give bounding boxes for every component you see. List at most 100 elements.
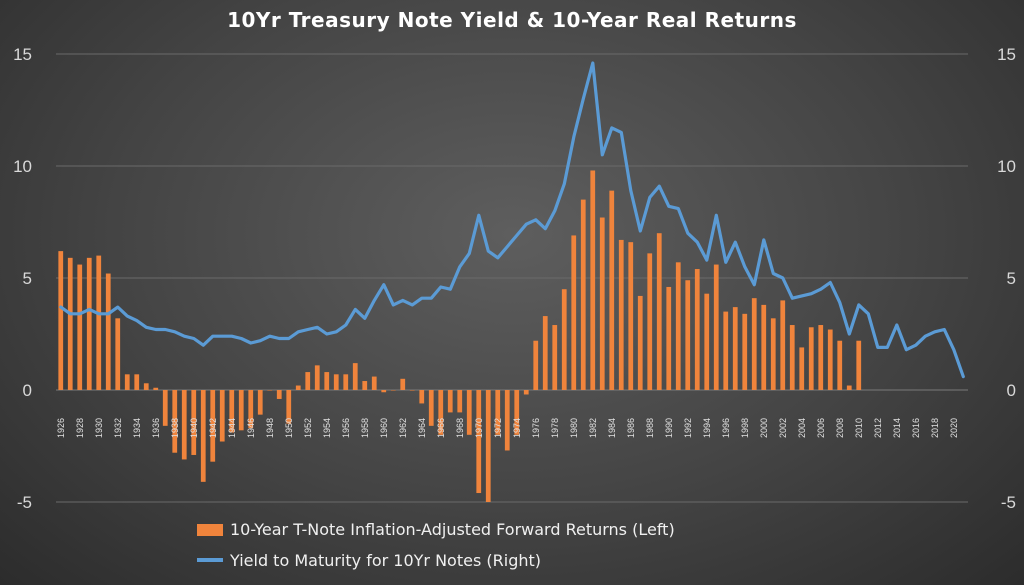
bar <box>514 390 520 435</box>
left-axis-tick-label: -5 <box>17 493 32 512</box>
x-axis-tick-label: 1976 <box>531 418 541 438</box>
x-axis-tick-label: 2016 <box>911 418 921 438</box>
bar <box>647 253 653 390</box>
x-axis-tick-label: 2018 <box>930 418 940 438</box>
x-axis-tick-label: 1984 <box>607 418 617 438</box>
bar <box>419 390 425 404</box>
right-axis-tick-label: 0 <box>1007 381 1016 400</box>
x-axis-tick-label: 2002 <box>778 418 788 438</box>
bar <box>732 307 738 390</box>
bar <box>257 390 263 415</box>
bar <box>143 383 149 390</box>
bar <box>637 295 643 390</box>
bar <box>181 390 187 460</box>
x-axis-tick-label: 2004 <box>797 418 807 438</box>
bar <box>77 264 83 390</box>
x-axis-tick-label: 2020 <box>949 418 959 438</box>
bar <box>704 293 710 390</box>
legend-label-bars: 10-Year T-Note Inflation-Adjusted Forwar… <box>230 520 675 539</box>
bar <box>571 235 577 390</box>
chart-title: 10Yr Treasury Note Yield & 10-Year Real … <box>227 8 797 32</box>
bar <box>542 316 548 390</box>
bar <box>561 289 567 390</box>
bar <box>124 374 130 390</box>
bar <box>333 374 339 390</box>
x-axis-tick-label: 1982 <box>588 418 598 438</box>
bar <box>286 390 292 424</box>
bar <box>352 363 358 390</box>
left-axis-tick-label: 5 <box>23 269 32 288</box>
x-axis-tick-label: 1978 <box>550 418 560 438</box>
bar <box>238 390 244 431</box>
bar <box>523 390 529 395</box>
x-axis-tick-label: 1994 <box>702 418 712 438</box>
x-axis-tick-label: 2006 <box>816 418 826 438</box>
x-axis-tick-label: 1972 <box>493 418 503 438</box>
bar <box>713 264 719 390</box>
bar <box>618 239 624 390</box>
x-axis-tick-label: 1962 <box>398 418 408 438</box>
x-axis-tick-label: 2000 <box>759 418 769 438</box>
x-axis-tick-label: 1960 <box>379 418 389 438</box>
x-axis-tick-label: 1964 <box>417 418 427 438</box>
bar <box>400 378 406 390</box>
bar <box>856 340 862 390</box>
x-axis-tick-label: 1942 <box>208 418 218 438</box>
bar <box>656 233 662 390</box>
x-axis-tick-label: 1992 <box>683 418 693 438</box>
x-axis-tick-label: 1934 <box>132 418 142 438</box>
bar <box>580 199 586 390</box>
x-axis-tick-label: 1938 <box>170 418 180 438</box>
bar <box>466 390 472 435</box>
x-axis-tick-labels: 1926 1928 1930 1932 1934 1936 1938 1940 1942 1944… <box>56 418 959 438</box>
x-axis-tick-label: 2010 <box>854 418 864 438</box>
line-series <box>59 61 965 379</box>
bar <box>666 286 672 390</box>
right-axis-tick-label: 15 <box>997 45 1016 64</box>
x-axis-tick-label: 1970 <box>474 418 484 438</box>
bar <box>590 170 596 390</box>
x-axis-tick-label: 1940 <box>189 418 199 438</box>
x-axis-tick-label: 1998 <box>740 418 750 438</box>
legend-label-line: Yield to Maturity for 10Yr Notes (Right) <box>229 551 541 570</box>
right-axis-ticks: -5 0 5 10 15 <box>997 45 1016 512</box>
bar <box>533 340 539 390</box>
left-axis-ticks: -5 0 5 10 15 <box>13 45 32 512</box>
bar <box>134 374 140 390</box>
bar <box>191 390 197 455</box>
bar <box>694 269 700 390</box>
bar <box>248 390 254 429</box>
x-axis-tick-label: 1952 <box>303 418 313 438</box>
bar <box>770 318 776 390</box>
right-axis-tick-label: 5 <box>1007 269 1016 288</box>
bar <box>67 257 73 390</box>
right-axis-tick-label: -5 <box>1001 493 1016 512</box>
bar <box>552 325 558 390</box>
left-axis-tick-label: 10 <box>13 157 32 176</box>
x-axis-tick-label: 1996 <box>721 418 731 438</box>
bar <box>229 390 235 433</box>
bar <box>447 390 453 413</box>
bar <box>362 381 368 390</box>
bar <box>742 313 748 390</box>
bar <box>210 390 216 462</box>
x-axis-tick-label: 1958 <box>360 418 370 438</box>
x-axis-tick-label: 1926 <box>56 418 66 438</box>
bar <box>609 190 615 390</box>
bar <box>476 390 482 494</box>
x-axis-tick-label: 1948 <box>265 418 275 438</box>
bar <box>172 390 178 453</box>
gridlines <box>56 53 968 503</box>
bar <box>276 390 282 399</box>
bar <box>599 217 605 390</box>
bar <box>153 387 159 390</box>
bar <box>846 385 852 390</box>
bar <box>789 325 795 390</box>
x-axis-tick-label: 1986 <box>626 418 636 438</box>
yield-line <box>59 61 965 379</box>
x-axis-tick-label: 2014 <box>892 418 902 438</box>
x-axis-tick-label: 1966 <box>436 418 446 438</box>
x-axis-tick-label: 1946 <box>246 418 256 438</box>
bar <box>428 390 434 426</box>
